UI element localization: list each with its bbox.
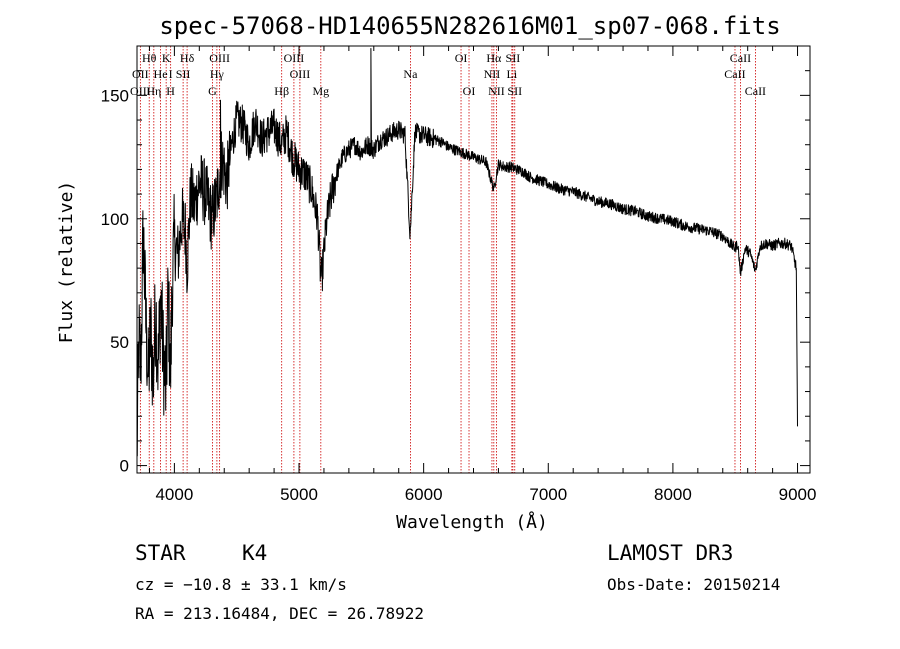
spectral-line-label: He	[154, 67, 168, 81]
spectral-line-label: Hα	[486, 51, 502, 65]
spectral-line-label: NII	[488, 84, 505, 98]
y-tick-label: 150	[101, 86, 129, 105]
x-tick-label: 8000	[654, 485, 692, 504]
spectral-line-label: K	[162, 51, 171, 65]
y-tick-label: 50	[110, 333, 129, 352]
spectral-line-label: SII	[507, 84, 522, 98]
spectral-line-label: Hη	[146, 84, 161, 98]
spectral-line-label: Li	[507, 67, 518, 81]
spectral-line-label: OIII	[290, 67, 311, 81]
spectral-line-label: CaII	[730, 51, 751, 65]
x-tick-label: 7000	[529, 485, 567, 504]
series-group	[136, 48, 798, 457]
coordinates: RA = 213.16484, DEC = 26.78922	[135, 604, 424, 623]
spectral-line-label: Na	[403, 67, 418, 81]
spectral-line-label: G	[208, 84, 217, 98]
object-subclass: K4	[242, 541, 267, 565]
spectral-line-label: Hβ	[274, 84, 289, 98]
survey-name: LAMOST DR3	[607, 541, 733, 565]
spectrum-line	[136, 48, 798, 457]
y-tick-label: 0	[120, 457, 129, 476]
spectral-line-label: CaII	[745, 84, 766, 98]
spectral-line-markers	[139, 46, 756, 473]
spectral-line-label: Hθ	[142, 51, 157, 65]
spectral-line-label: Mg	[312, 84, 329, 98]
spectral-line-label: OI	[463, 84, 476, 98]
x-tick-label: 6000	[405, 485, 443, 504]
x-tick-label: 5000	[280, 485, 318, 504]
spectral-line-label: OIII	[284, 51, 305, 65]
spectral-line-label: OII	[132, 67, 149, 81]
spectral-line-label: NII	[484, 67, 501, 81]
x-axis-label: Wavelength (Å)	[396, 511, 548, 533]
x-tick-label: 4000	[155, 485, 193, 504]
x-tick-label: 9000	[779, 485, 817, 504]
axis-ticks: 4000 5000 6000 7000 8000 9000 0 50 100 150	[101, 46, 817, 504]
object-class: STAR	[135, 541, 186, 565]
observation-date: Obs-Date: 20150214	[607, 575, 780, 594]
y-tick-label: 100	[101, 210, 129, 229]
y-axis-label: Flux (relative)	[56, 181, 77, 344]
spectral-line-label: I	[169, 67, 173, 81]
spectral-line-label: Hγ	[210, 67, 225, 81]
spectral-line-label: Hδ	[180, 51, 195, 65]
redshift-cz: cz = −10.8 ± 33.1 km/s	[135, 575, 347, 594]
spectral-line-label: OIII	[130, 84, 151, 98]
spectral-line-label: SII	[176, 67, 191, 81]
spectral-line-label: OI	[455, 51, 468, 65]
chart-title: spec-57068-HD140655N282616M01_sp07-068.f…	[159, 12, 780, 40]
spectral-line-label: SII	[506, 51, 521, 65]
spectral-line-label: H	[166, 84, 175, 98]
spectral-line-label: OIII	[209, 51, 230, 65]
spectral-line-label: CaII	[724, 67, 745, 81]
